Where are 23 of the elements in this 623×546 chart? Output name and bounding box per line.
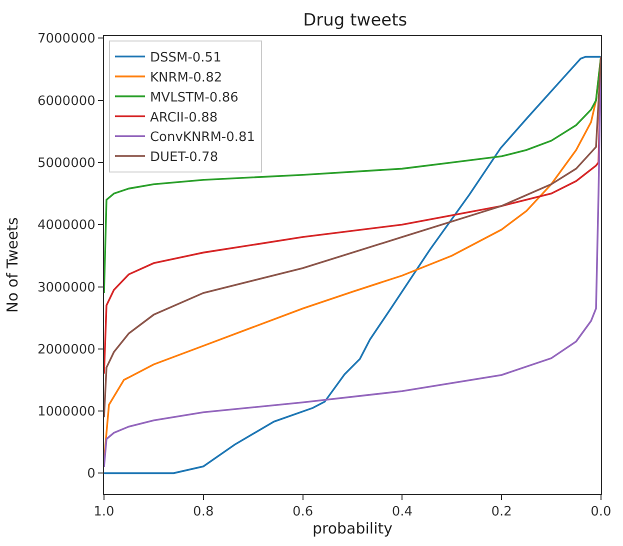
y-tick-label: 0	[87, 466, 96, 482]
x-tick-label: 0.6	[292, 504, 314, 520]
legend-label: ConvKNRM-0.81	[150, 130, 256, 146]
y-tick-label: 4000000	[37, 218, 96, 234]
legend-label: KNRM-0.82	[150, 70, 222, 86]
legend-label: DUET-0.78	[150, 150, 218, 166]
y-tick-label: 1000000	[37, 404, 96, 420]
x-tick-label: 0.8	[193, 504, 214, 520]
x-tick-label: 0.0	[590, 504, 612, 520]
y-tick-label: 3000000	[37, 280, 96, 296]
y-tick-label: 5000000	[37, 156, 96, 172]
y-tick-label: 6000000	[37, 94, 96, 109]
legend-label: DSSM-0.51	[150, 50, 222, 66]
y-axis-title: No of Tweets	[4, 217, 22, 313]
legend-label: ARCII-0.88	[150, 110, 218, 126]
x-tick-label: 0.4	[392, 504, 413, 520]
x-axis-title: probability	[312, 520, 393, 538]
x-tick-label: 0.2	[491, 504, 512, 520]
y-tick-label: 2000000	[37, 342, 96, 358]
x-tick-label: 1.0	[94, 504, 114, 520]
y-tick-label: 7000000	[37, 32, 96, 47]
legend-label: MVLSTM-0.86	[150, 90, 238, 106]
chart-title: Drug tweets	[303, 10, 408, 31]
